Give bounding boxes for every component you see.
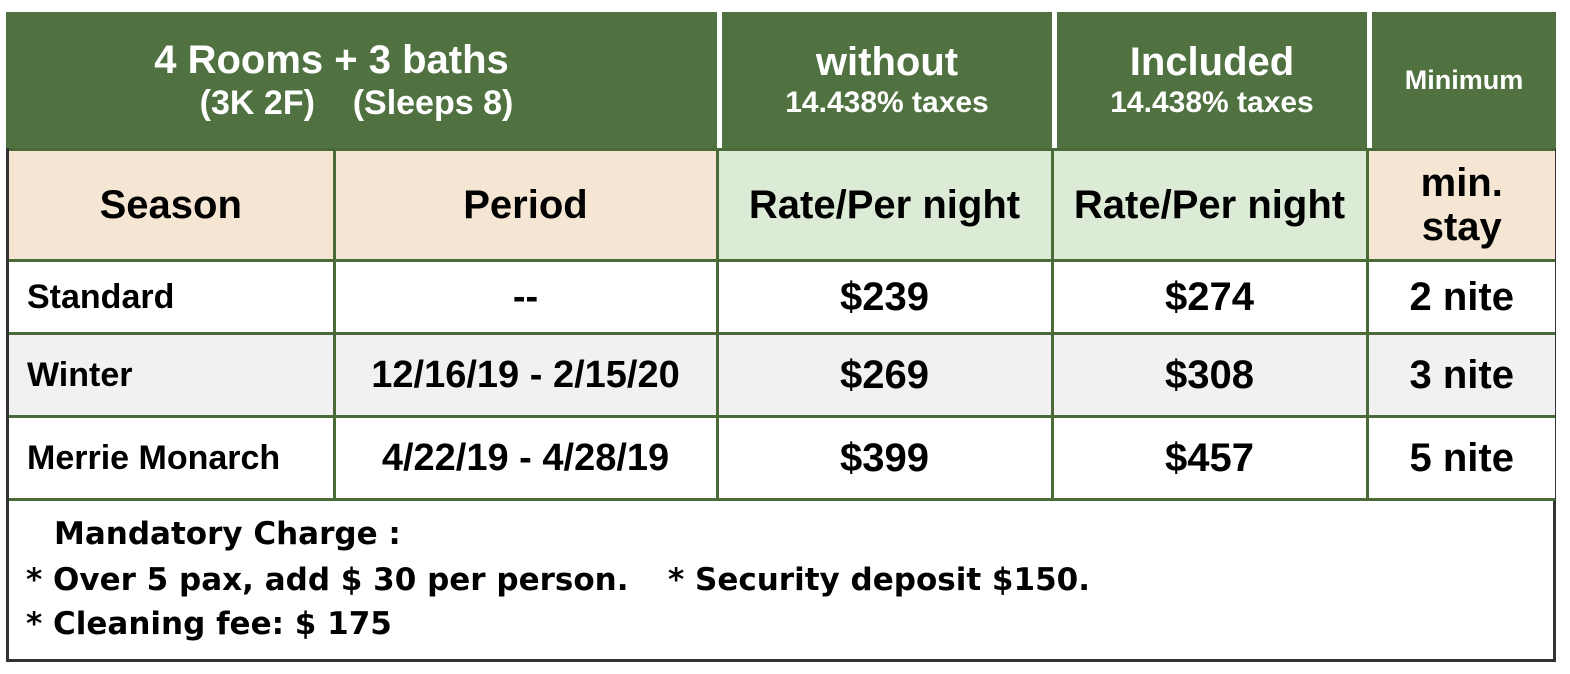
period-cell: 4/22/19 - 4/28/19 [332,415,719,501]
period-header: Period [332,148,719,262]
table-row: Standard -- $239 $274 2 nite [9,259,1555,335]
season-cell: Winter [9,332,336,418]
extra-person-note: * Over 5 pax, add $ 30 per person. [26,562,629,598]
without-taxes-label: 14.438% taxes [785,86,989,119]
property-subtitle: (3K 2F) (Sleeps 8) [199,84,514,122]
rate-without-cell: $239 [715,259,1054,335]
property-title-cell: 4 Rooms + 3 baths (3K 2F) (Sleeps 8) [6,12,717,148]
season-cell: Merrie Monarch [9,415,336,501]
rate-without-cell: $399 [715,415,1054,501]
season-cell: Standard [9,259,336,335]
rate-included-header: Rate/Per night [1050,148,1369,262]
period-cell: 12/16/19 - 2/15/20 [332,332,719,418]
rate-included-cell: $457 [1050,415,1369,501]
table-row: Winter 12/16/19 - 2/15/20 $269 $308 3 ni… [9,332,1555,418]
minimum-label: Minimum [1404,64,1524,95]
header-row: 4 Rooms + 3 baths (3K 2F) (Sleeps 8) wit… [6,12,1556,148]
cleaning-fee-note: * Cleaning fee: $ 175 [26,606,392,642]
min-stay-cell: 3 nite [1365,332,1555,418]
included-label: Included [1129,40,1295,84]
rate-grid: Season Period Rate/Per night Rate/Per ni… [6,148,1556,662]
rate-included-cell: $308 [1050,332,1369,418]
minimum-header: Minimum [1367,12,1556,148]
property-title: 4 Rooms + 3 baths [154,38,509,82]
included-taxes-label: 14.438% taxes [1110,86,1314,119]
season-header: Season [9,148,336,262]
rate-table: 4 Rooms + 3 baths (3K 2F) (Sleeps 8) wit… [6,12,1556,662]
rate-without-cell: $269 [715,332,1054,418]
min-stay-header: min. stay [1365,148,1555,262]
notes-heading: Mandatory Charge : [54,516,401,552]
rates: Season Period Rate/Per night Rate/Per ni… [9,148,1555,501]
security-deposit-note: * Security deposit $150. [668,562,1090,598]
without-label: without [815,40,959,84]
min-stay-line2: stay [1421,205,1502,249]
rate-included-cell: $274 [1050,259,1369,335]
min-stay-cell: 2 nite [1365,259,1555,335]
rate-without-header: Rate/Per night [715,148,1054,262]
min-stay-cell: 5 nite [1365,415,1555,501]
min-stay-line1: min. [1420,161,1503,205]
column-headers: Season Period Rate/Per night Rate/Per ni… [9,148,1555,262]
mandatory-charges: Mandatory Charge : * Over 5 pax, add $ 3… [12,502,1552,656]
without-taxes-header: without 14.438% taxes [717,12,1052,148]
table-row: Merrie Monarch 4/22/19 - 4/28/19 $399 $4… [9,415,1555,501]
included-taxes-header: Included 14.438% taxes [1052,12,1367,148]
period-cell: -- [332,259,719,335]
